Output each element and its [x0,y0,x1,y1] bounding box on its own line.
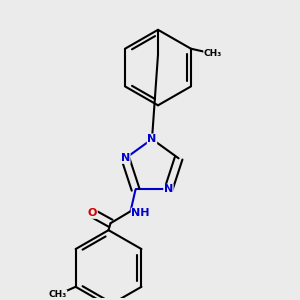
Text: CH₃: CH₃ [204,49,222,58]
Text: N: N [121,153,130,163]
Text: N: N [147,134,157,144]
Text: O: O [88,208,97,218]
Text: NH: NH [131,208,150,218]
Text: N: N [164,184,173,194]
Text: CH₃: CH₃ [49,290,67,299]
